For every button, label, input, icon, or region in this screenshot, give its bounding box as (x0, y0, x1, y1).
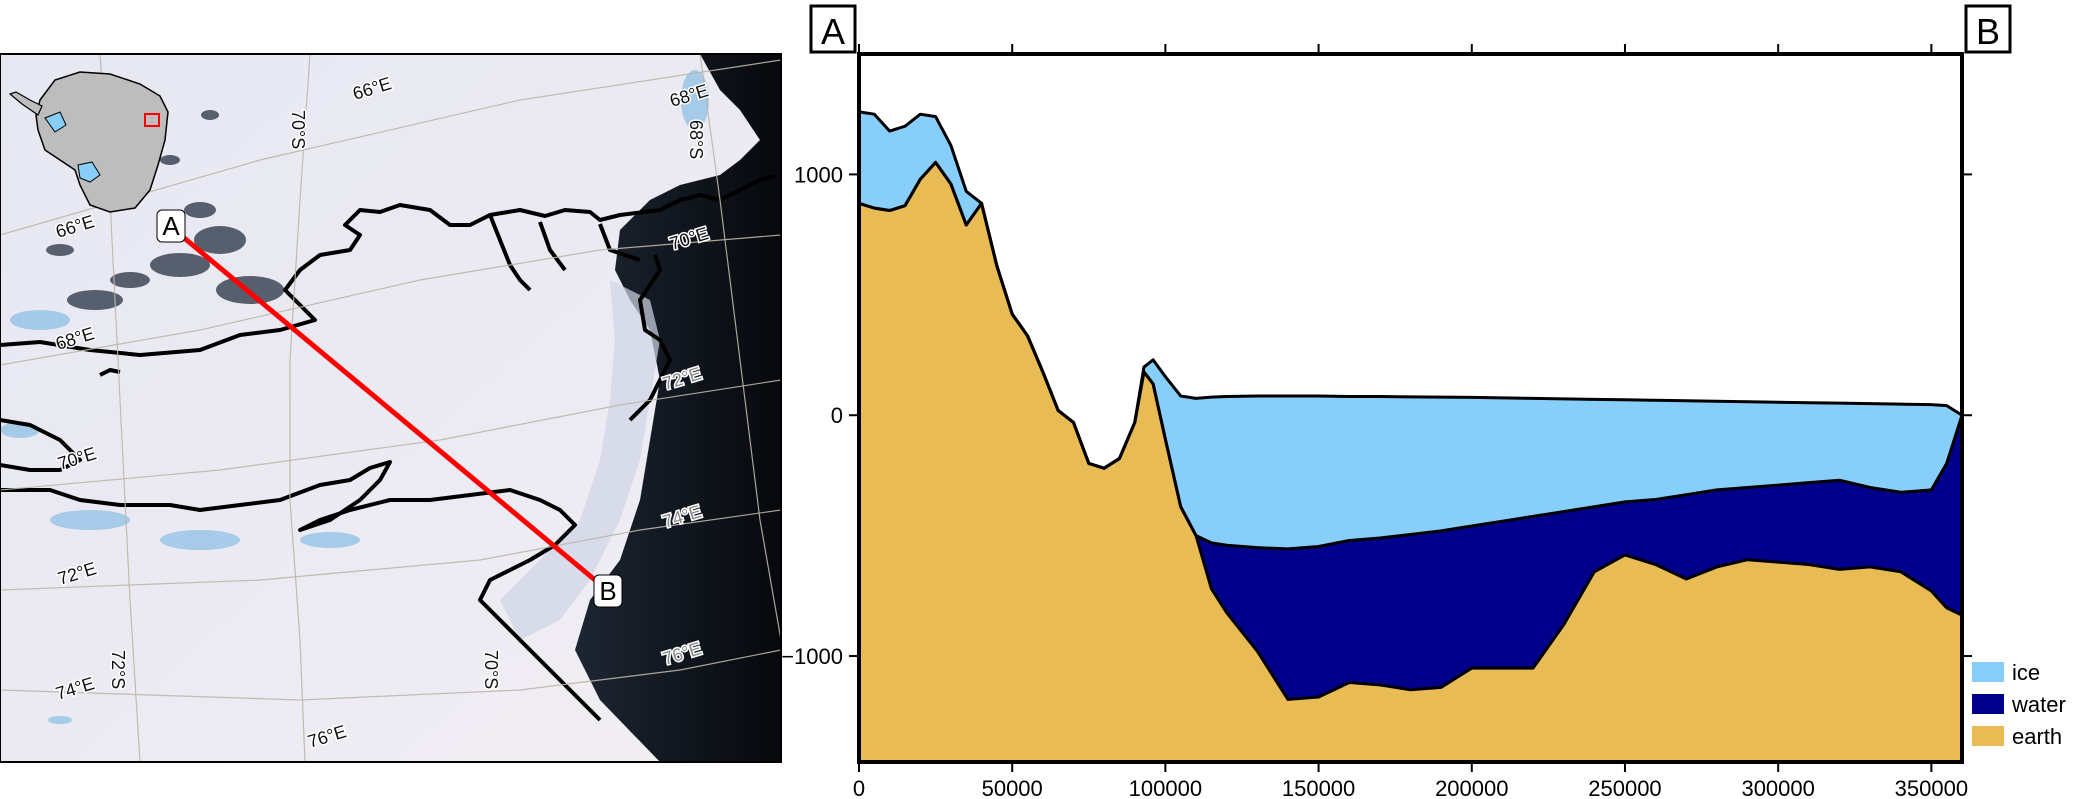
satellite-map: 66°E 66°E 68°E 68°E 70°E 70°E 72°E 72°E … (0, 54, 781, 762)
profile-start-label: A (821, 11, 845, 52)
map-blue-ice (0, 70, 709, 724)
inset-continent (35, 71, 169, 213)
profile-start-box: A (809, 4, 857, 54)
legend-label-earth: earth (2012, 724, 2062, 749)
profile-end-box: B (1964, 4, 2012, 54)
plot-frame (857, 52, 1964, 764)
profile-end-label: B (1976, 11, 2000, 52)
legend-swatch-earth (1972, 726, 2004, 746)
y-tick-label: −1000 (781, 644, 843, 669)
line-earth (859, 160, 1962, 701)
y-axis: −1000 0 1000 (781, 162, 1972, 669)
cross-section-profile: 0 50000 100000 150000 200000 250000 300000 3500… (781, 4, 2066, 799)
y-tick-label: 0 (831, 403, 843, 428)
point-label-b: B (593, 574, 623, 608)
x-tick-label: 50000 (982, 776, 1043, 799)
x-tick-label: 300000 (1741, 776, 1814, 799)
x-axis: 0 50000 100000 150000 200000 250000 300000 3500… (853, 44, 1968, 799)
inset-ice-shelf-ronne (44, 111, 67, 133)
inset-location-marker (144, 113, 160, 127)
map-coastal-ice (500, 280, 660, 640)
profile-line (181, 235, 597, 582)
map-grounding-lines (0, 174, 776, 722)
x-tick-label: 0 (853, 776, 865, 799)
x-tick-label: 100000 (1129, 776, 1202, 799)
area-layers (859, 110, 1962, 762)
inset-ice-shelf-ross (77, 161, 101, 183)
area-ice (859, 111, 1962, 549)
x-tick-label: 150000 (1282, 776, 1355, 799)
inset-peninsula (8, 91, 43, 116)
map-frame (0, 53, 782, 763)
map-inset-antarctica (8, 71, 169, 213)
area-water (859, 162, 1962, 700)
legend-swatch-water (1972, 694, 2004, 714)
legend-swatch-ice (1972, 662, 2004, 682)
map-exposed-rock (46, 110, 284, 310)
graticule-label: 70°S (288, 110, 308, 149)
legend: ice water earth (1972, 660, 2066, 749)
graticule-label: 68°S (686, 120, 706, 159)
x-tick-label: 250000 (1588, 776, 1661, 799)
map-ocean (575, 54, 781, 762)
svg-text:A: A (162, 211, 180, 241)
area-earth (859, 162, 1962, 762)
legend-label-ice: ice (2012, 660, 2040, 685)
graticule-label: 70°S (481, 650, 501, 689)
svg-text:B: B (599, 576, 616, 606)
legend-label-water: water (2011, 692, 2066, 717)
y-tick-label: 1000 (794, 162, 843, 187)
graticule-label: 72°S (108, 650, 128, 689)
x-tick-label: 200000 (1435, 776, 1508, 799)
point-label-a: A (156, 209, 186, 243)
x-tick-label: 350000 (1895, 776, 1968, 799)
